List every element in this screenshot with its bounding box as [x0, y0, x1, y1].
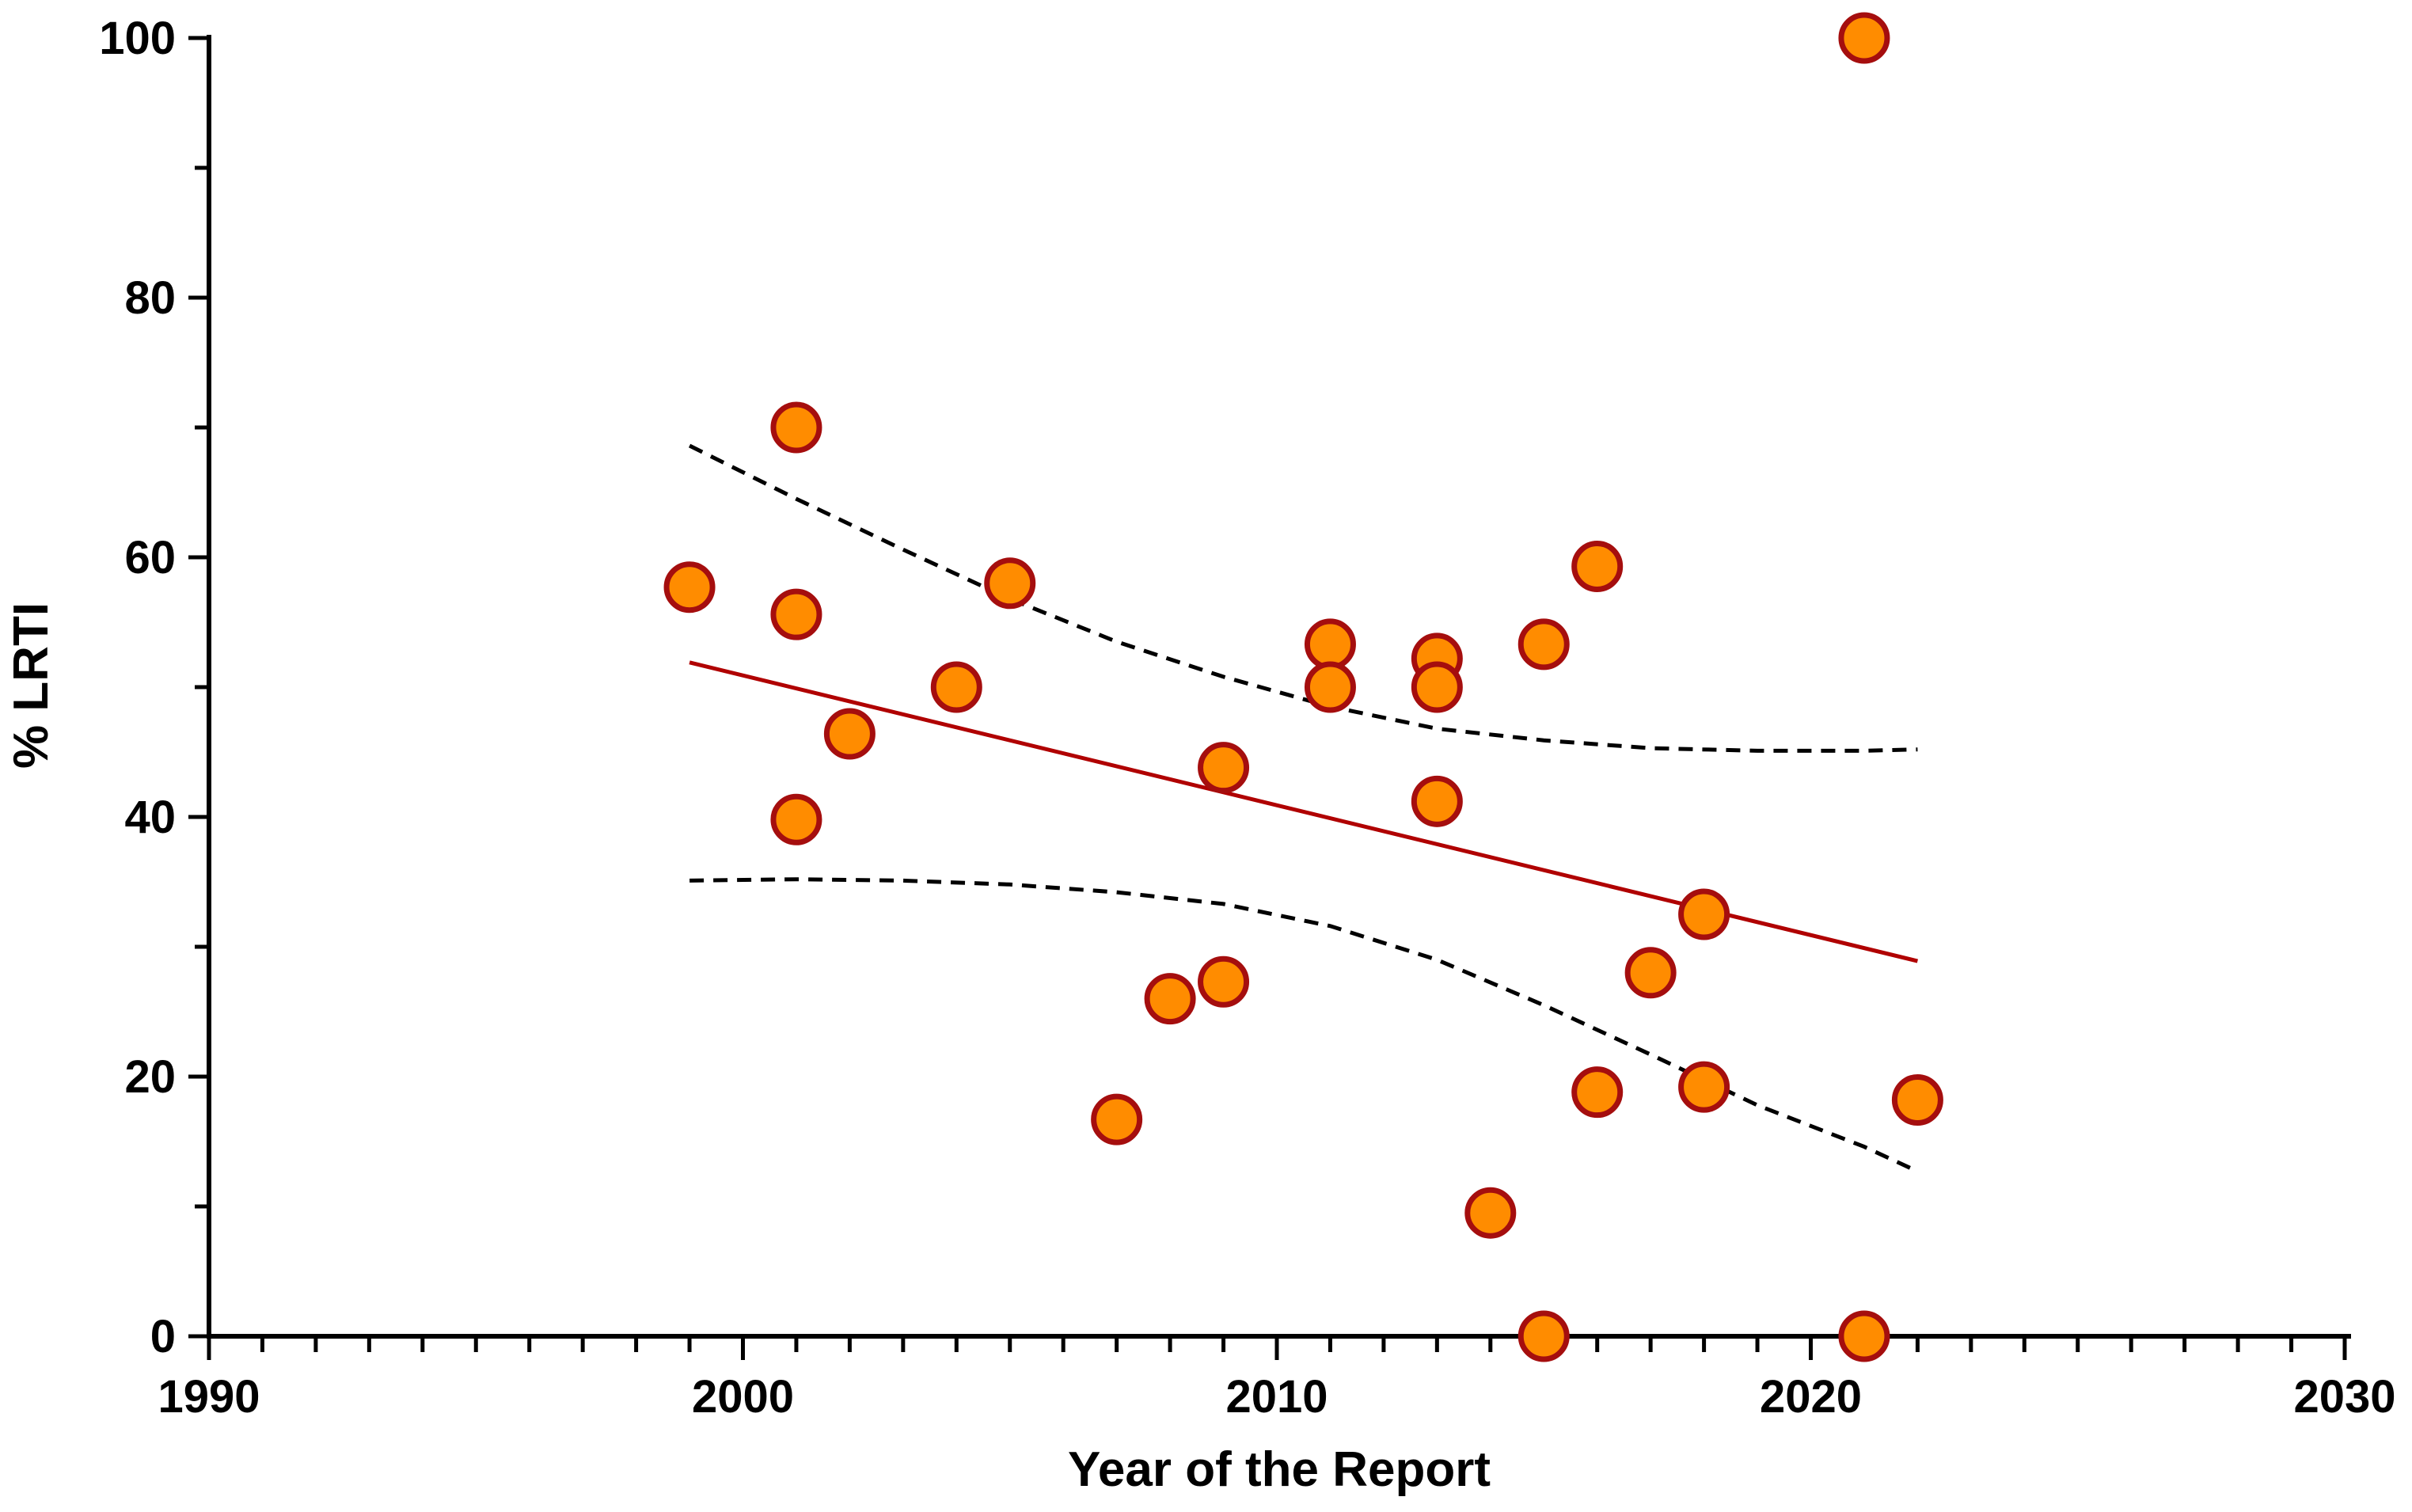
data-point: [663, 561, 716, 614]
confidence-band: [688, 443, 1919, 1173]
regression-line: [689, 660, 1918, 963]
confidence-lower-line: [689, 877, 1919, 1173]
y-tick-label: 60: [124, 532, 176, 583]
x-axis-title: Year of the Report: [1068, 1442, 1491, 1497]
data-point: [1411, 775, 1463, 827]
data-point: [1464, 1187, 1517, 1239]
y-tick-label: 80: [124, 272, 176, 324]
data-point: [1198, 955, 1250, 1008]
x-tick-label: 2010: [1225, 1371, 1328, 1423]
data-point: [1838, 12, 1890, 64]
x-tick-label: 2020: [1760, 1371, 1862, 1423]
y-ticks: 0 20 40 60 80 100: [99, 13, 209, 1362]
x-ticks: 1990 2000 2010 2020 2030: [158, 1336, 2396, 1423]
data-point: [1571, 540, 1624, 592]
data-point: [984, 557, 1036, 610]
data-point: [1838, 1310, 1890, 1362]
x-tick-label: 2030: [2293, 1371, 2395, 1423]
regression: [689, 660, 1918, 963]
data-point: [1624, 947, 1677, 999]
data-point: [1198, 742, 1250, 794]
data-point: [1571, 1066, 1624, 1119]
y-axis-title: % LRTI: [4, 602, 59, 769]
data-point: [1304, 661, 1356, 713]
y-tick-label: 100: [99, 13, 176, 64]
data-point: [1678, 1061, 1730, 1113]
data-point: [770, 401, 822, 454]
axes: 0 20 40 60 80 100 1990 2000 2010 2020 2030: [99, 13, 2395, 1423]
data-point: [1517, 1310, 1570, 1362]
data-point: [1517, 618, 1570, 671]
data-point: [823, 708, 876, 760]
data-point: [1678, 888, 1730, 940]
data-point: [1304, 618, 1356, 671]
data-point: [1091, 1093, 1143, 1145]
y-tick-label: 20: [124, 1051, 176, 1103]
confidence-upper-line: [688, 443, 1918, 753]
data-point: [1411, 661, 1463, 713]
data-point: [770, 793, 822, 845]
y-tick-label: 0: [150, 1311, 176, 1362]
data-point: [930, 661, 982, 713]
x-tick-label: 2000: [692, 1371, 794, 1423]
y-tick-label: 40: [124, 792, 176, 843]
data-point: [1144, 973, 1196, 1025]
data-point: [1891, 1074, 1943, 1126]
data-points: [663, 12, 1943, 1362]
data-point: [770, 588, 822, 640]
x-tick-label: 1990: [158, 1371, 260, 1423]
